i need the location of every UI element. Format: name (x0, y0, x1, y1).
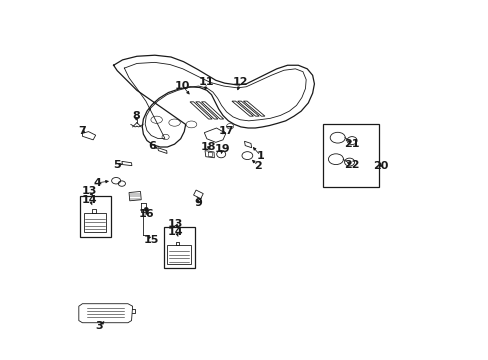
Text: 19: 19 (214, 144, 230, 154)
Text: 13: 13 (167, 219, 183, 229)
Text: 20: 20 (372, 161, 387, 171)
Text: 13: 13 (81, 186, 97, 197)
Text: 8: 8 (132, 111, 140, 121)
Text: 10: 10 (175, 81, 190, 91)
Text: 2: 2 (254, 161, 262, 171)
Text: 9: 9 (194, 198, 202, 208)
Text: 14: 14 (167, 227, 183, 237)
Text: 17: 17 (218, 126, 234, 135)
Text: 22: 22 (344, 160, 359, 170)
Text: 4: 4 (93, 178, 101, 188)
Text: 12: 12 (232, 77, 247, 87)
Text: 3: 3 (95, 321, 103, 331)
Text: 5: 5 (113, 160, 121, 170)
Text: 18: 18 (201, 142, 216, 152)
Text: 21: 21 (344, 139, 359, 149)
FancyBboxPatch shape (80, 196, 111, 237)
Text: 1: 1 (256, 150, 264, 161)
Text: 11: 11 (199, 77, 214, 87)
Text: 6: 6 (148, 141, 156, 151)
Text: 14: 14 (81, 195, 97, 205)
Text: 15: 15 (143, 235, 159, 245)
FancyBboxPatch shape (323, 125, 378, 187)
Text: 16: 16 (139, 209, 155, 219)
Text: 7: 7 (79, 126, 86, 135)
Circle shape (144, 207, 148, 212)
FancyBboxPatch shape (163, 226, 195, 268)
